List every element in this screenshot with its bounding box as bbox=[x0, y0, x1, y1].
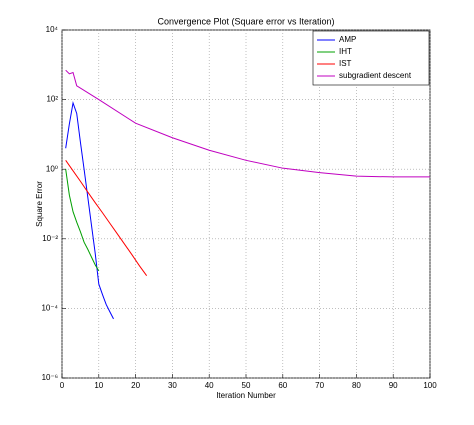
y-tick-label: 10⁰ bbox=[46, 164, 58, 173]
x-tick-label: 60 bbox=[278, 381, 287, 390]
line-series bbox=[65, 69, 430, 178]
legend-label: AMP bbox=[339, 35, 356, 44]
y-tick-label: 10² bbox=[46, 95, 58, 104]
x-tick-label: 0 bbox=[60, 381, 65, 390]
line-series bbox=[65, 101, 114, 320]
y-tick-label: 10⁻⁶ bbox=[42, 373, 58, 382]
y-tick-label: 10⁻⁴ bbox=[41, 304, 58, 313]
y-tick-label: 10⁻² bbox=[42, 234, 58, 243]
x-tick-label: 40 bbox=[205, 381, 214, 390]
legend-label: IST bbox=[339, 59, 352, 68]
y-tick-label: 10⁴ bbox=[46, 25, 59, 34]
x-tick-label: 80 bbox=[352, 381, 361, 390]
x-tick-label: 50 bbox=[242, 381, 251, 390]
line-series bbox=[65, 160, 148, 276]
chart-title: Convergence Plot (Square error vs Iterat… bbox=[157, 16, 334, 26]
x-axis-label: Iteration Number bbox=[216, 391, 276, 400]
x-tick-label: 70 bbox=[315, 381, 324, 390]
x-tick-label: 100 bbox=[423, 381, 437, 390]
line-series bbox=[65, 169, 100, 272]
x-tick-label: 20 bbox=[131, 381, 140, 390]
legend-label: IHT bbox=[339, 47, 352, 56]
y-axis-label: Square Error bbox=[35, 181, 44, 227]
legend-label: subgradient descent bbox=[339, 71, 412, 80]
x-tick-label: 10 bbox=[94, 381, 103, 390]
x-tick-label: 90 bbox=[389, 381, 398, 390]
x-tick-label: 30 bbox=[168, 381, 177, 390]
